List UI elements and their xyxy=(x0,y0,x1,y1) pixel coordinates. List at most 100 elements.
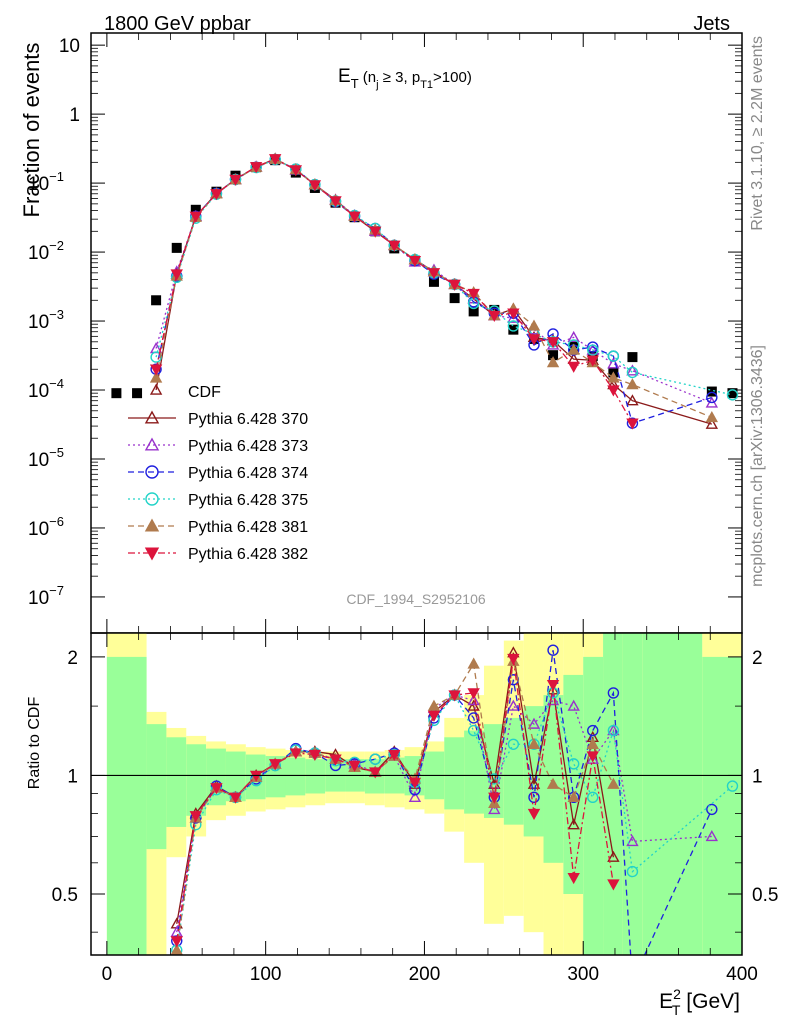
data-point xyxy=(727,388,738,399)
data-point xyxy=(448,279,461,291)
ratio-point xyxy=(567,872,580,885)
y-tick-mantissa: 10 xyxy=(28,588,49,609)
legend-swatch-marker xyxy=(144,547,160,561)
ratio-y-axis: 0.5 0.5 1 1 2 2 xyxy=(52,648,778,933)
ratio-point xyxy=(546,777,560,789)
data-point xyxy=(546,337,560,349)
ratio-series-clipped xyxy=(170,644,739,986)
data-point xyxy=(626,364,639,376)
y-tick-mantissa: 10 xyxy=(59,36,80,57)
data-point xyxy=(149,371,163,383)
inner-band-bin xyxy=(305,759,326,794)
data-point xyxy=(467,288,480,301)
ratio-point xyxy=(567,790,580,803)
inner-band-bin xyxy=(166,737,187,827)
ratio-ylabel: Ratio to CDF xyxy=(26,697,43,790)
ratio-tick-label-right: 0.5 xyxy=(752,885,778,906)
data-point xyxy=(171,242,182,253)
ratio-point xyxy=(467,657,480,669)
ratio-point xyxy=(189,811,202,823)
data-point xyxy=(627,352,638,363)
ratio-point xyxy=(448,690,461,702)
legend-entry-label: Pythia 6.428 374 xyxy=(188,465,308,482)
data-point xyxy=(546,356,560,368)
y-tick-label: 10−5 xyxy=(28,445,64,471)
data-point xyxy=(626,366,639,379)
ratio-point xyxy=(627,976,637,986)
data-point xyxy=(468,306,479,317)
ratio-point xyxy=(268,759,282,771)
legend-swatch-marker xyxy=(144,518,160,532)
ratio-uncertainty-bands xyxy=(106,633,742,955)
ratio-point xyxy=(170,936,183,948)
legend-entry-label: CDF xyxy=(188,384,221,401)
data-point xyxy=(149,383,163,395)
inner-band-bin xyxy=(603,633,623,955)
series-line xyxy=(155,158,634,424)
data-point xyxy=(150,351,162,363)
data-point xyxy=(626,378,639,390)
ratio-point xyxy=(567,818,580,830)
data-point xyxy=(507,308,520,320)
data-point xyxy=(706,391,718,404)
ratio-point xyxy=(587,791,599,804)
legend-entry-label: Pythia 6.428 382 xyxy=(188,546,308,563)
ratio-point xyxy=(528,791,540,804)
data-point xyxy=(567,330,580,343)
ratio-point xyxy=(289,748,303,760)
data-point xyxy=(388,240,401,252)
data-point xyxy=(488,310,501,323)
data-point xyxy=(427,268,441,280)
data-point xyxy=(586,343,599,355)
ratio-point xyxy=(527,717,541,729)
mcplots-credit-label: mcplots.cern.ch [arXiv:1306.3436] xyxy=(749,345,766,587)
ratio-tick-label-left: 0.5 xyxy=(52,885,78,906)
series-line xyxy=(155,158,733,396)
series-cdf xyxy=(111,155,738,399)
ratio-point xyxy=(607,777,620,789)
collision-label: 1800 GeV ppbar xyxy=(104,13,251,35)
y-tick-exponent: −7 xyxy=(49,583,64,598)
ratio-point xyxy=(210,783,223,795)
y-tick-exponent: −2 xyxy=(49,238,64,253)
y-tick-exponent: −3 xyxy=(49,307,64,322)
ratio-point xyxy=(467,694,480,706)
data-point xyxy=(149,364,163,376)
data-point xyxy=(705,417,719,429)
inner-band-bin xyxy=(285,757,306,796)
main-ylabel: Fraction of events xyxy=(19,43,44,218)
ratio-point xyxy=(587,724,599,737)
ratio-point xyxy=(488,773,501,785)
y-tick-mantissa: 10 xyxy=(28,312,49,333)
ratio-point xyxy=(726,780,739,792)
legend-swatch-marker xyxy=(145,492,159,506)
ratio-point xyxy=(408,777,422,789)
inner-band-bin xyxy=(523,706,544,837)
legend-swatch-marker xyxy=(145,465,159,479)
data-point xyxy=(308,180,322,192)
y-tick-exponent: −6 xyxy=(49,514,64,529)
ratio-point xyxy=(388,749,401,761)
data-point xyxy=(348,211,361,223)
ratio-point xyxy=(607,879,620,891)
ratio-point xyxy=(527,737,541,749)
ratio-point xyxy=(229,792,242,804)
ratio-tick-label-left: 2 xyxy=(67,648,78,669)
main-plot-title: ET (nj ≥ 3, pT1>100) xyxy=(338,66,472,91)
data-point xyxy=(607,350,620,362)
inner-band-bin xyxy=(186,744,207,816)
ratio-point xyxy=(567,758,580,770)
ratio-point xyxy=(626,865,639,878)
data-point xyxy=(507,320,520,332)
x-tick-label: 100 xyxy=(250,964,282,985)
ratio-tick-label-right: 2 xyxy=(752,648,763,669)
ratio-point xyxy=(547,644,559,656)
ratio-point xyxy=(705,830,719,842)
x-tick-label: 300 xyxy=(567,964,599,985)
data-point xyxy=(249,162,263,174)
main-frame xyxy=(90,32,743,634)
ratio-point xyxy=(706,803,718,816)
ratio-point xyxy=(427,710,441,722)
ratio-frame xyxy=(90,632,743,956)
ratio-point xyxy=(567,699,580,711)
